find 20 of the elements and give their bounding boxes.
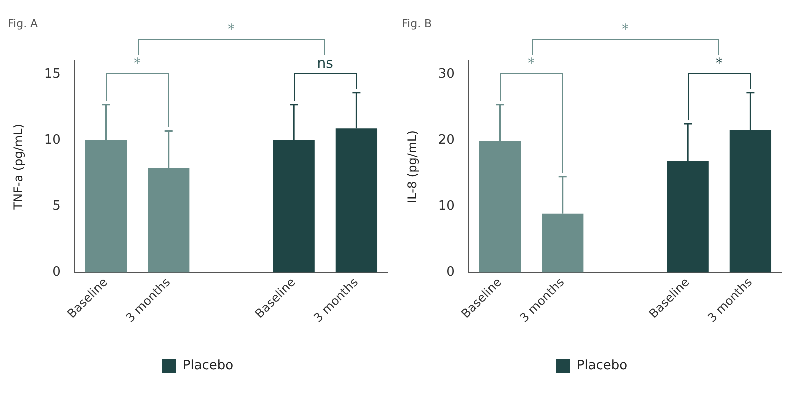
annotation: * (134, 56, 142, 72)
y-tick-label: 30 (438, 66, 455, 82)
y-tick-label: 10 (438, 199, 455, 214)
y-tick-label: 15 (44, 66, 61, 82)
y-tick-label: 5 (52, 199, 61, 214)
annotation: ns (317, 56, 334, 72)
y-tick-label: 10 (44, 132, 61, 148)
chart-title: Fig. A (8, 17, 39, 30)
legend-label: Placebo (576, 358, 628, 374)
y-tick-label: 0 (446, 265, 455, 280)
text: * (622, 22, 629, 38)
annotation: * (528, 56, 536, 72)
y-axis-title: TNF-a (pg/mL) (11, 124, 26, 211)
y-tick-label: 20 (438, 132, 455, 148)
annotation: * (716, 56, 723, 72)
y-axis-title: IL-8 (pg/mL) (405, 130, 420, 204)
text: * (228, 22, 235, 38)
legend-label: Placebo (182, 358, 234, 374)
y-tick-label: 0 (52, 265, 61, 280)
chart-title: Fig. B (402, 17, 432, 30)
